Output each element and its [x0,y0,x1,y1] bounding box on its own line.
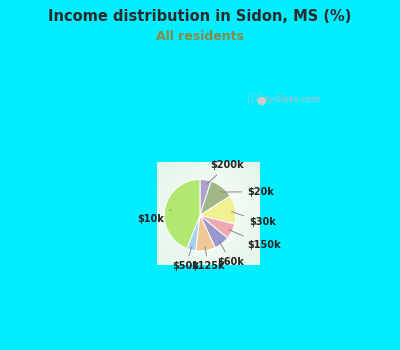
Text: $30k: $30k [232,212,276,228]
Wedge shape [200,196,236,224]
Text: ⓘ City-Data.com: ⓘ City-Data.com [248,95,320,104]
Wedge shape [200,215,228,247]
Wedge shape [200,180,211,215]
Wedge shape [196,215,215,251]
Text: $60k: $60k [217,241,244,267]
Text: All residents: All residents [156,30,244,43]
Text: $50k: $50k [172,246,199,271]
Text: $200k: $200k [207,160,244,184]
Text: $125k: $125k [191,247,225,271]
Text: $20k: $20k [221,187,274,197]
Text: Income distribution in Sidon, MS (%): Income distribution in Sidon, MS (%) [48,9,352,24]
Text: $150k: $150k [229,230,281,250]
Wedge shape [187,215,200,251]
Text: $10k: $10k [137,210,171,224]
Text: ●: ● [257,95,266,105]
Wedge shape [164,180,200,248]
Wedge shape [200,181,230,215]
Wedge shape [200,215,235,238]
